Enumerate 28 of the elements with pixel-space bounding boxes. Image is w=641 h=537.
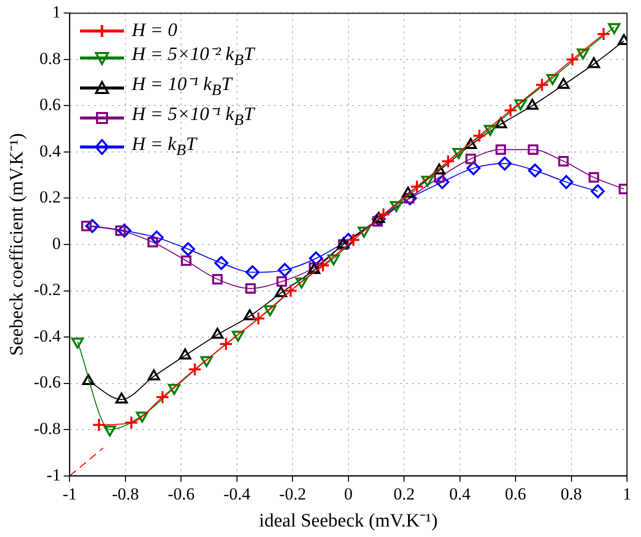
x-tick-label: -0.8 [112,484,139,504]
x-tick-label: 0.8 [560,484,582,504]
y-tick-label: 0.8 [39,48,61,68]
x-tick-label: 1 [622,484,632,504]
y-tick-label: 0.6 [39,95,61,114]
x-tick-label: -0.2 [279,484,306,504]
legend-label: H = k$_{B}$T [132,132,196,160]
legend-label: H = 5×10⁻¹ k$_{B}$T [132,102,254,131]
y-tick-label: -1 [46,465,61,484]
y-tick-label: 0 [52,234,61,253]
x-tick-label: 0.2 [393,484,415,504]
legend-label: H = 10⁻¹ k$_{B}$T [132,72,232,101]
y-axis-title: Seebeck coefficient (mV.K⁻¹) [6,133,28,356]
x-tick-label: 0.4 [449,484,471,504]
legend-label: H = 5×10⁻² k$_{B}$T [132,43,254,71]
y-tick-label: -0.6 [34,372,61,392]
y-tick-label: 1 [52,2,61,22]
y-tick-label: 0.2 [39,188,61,207]
y-tick-label: -0.2 [34,280,61,300]
y-tick-label: -0.4 [34,326,62,346]
x-tick-label: 0 [344,484,353,504]
x-tick-label: -0.4 [223,484,251,504]
legend-label: H = 0 [132,19,178,44]
x-tick-label: 0.6 [504,484,526,504]
x-tick-label: -0.6 [168,484,195,504]
y-tick-label: 0.4 [39,141,62,160]
y-tick-label: -0.8 [34,419,61,438]
x-axis-title: ideal Seebeck (mV.K⁻¹) [259,510,438,532]
